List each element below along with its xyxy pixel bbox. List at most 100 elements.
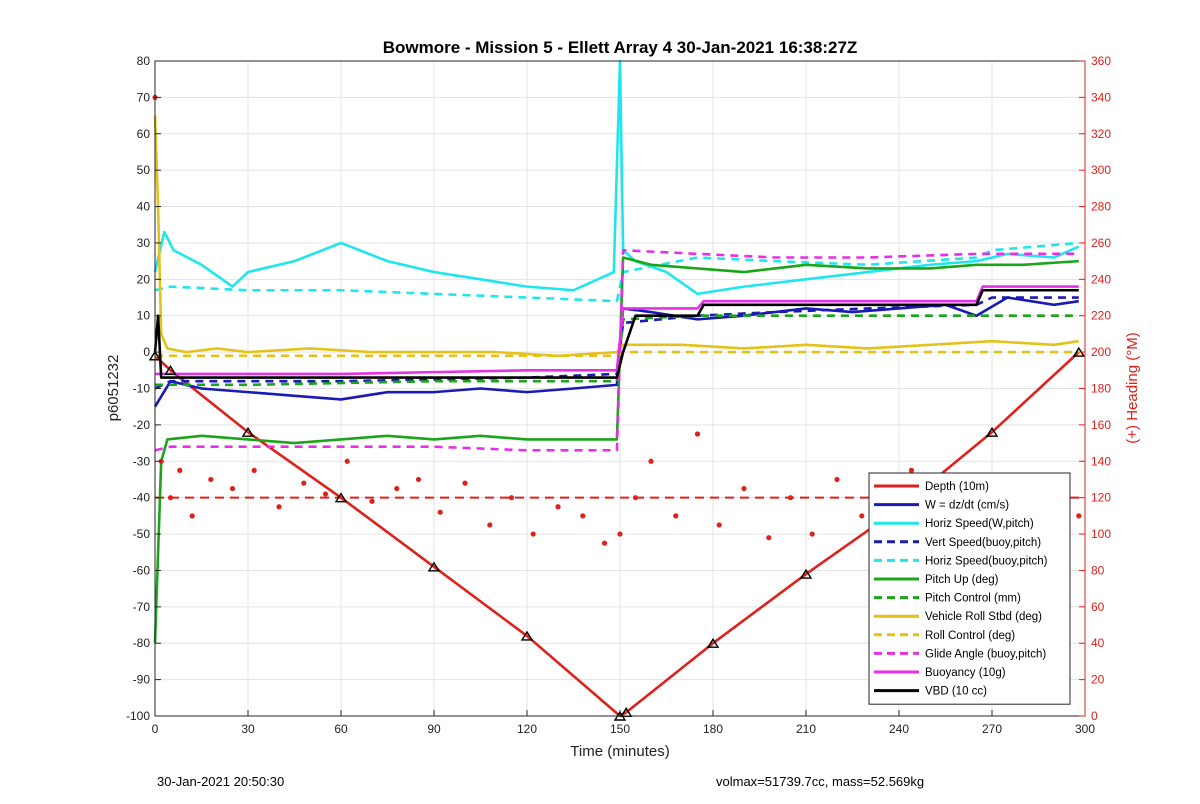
- y2-tick-label: 280: [1091, 200, 1111, 214]
- series-line-vehicle-roll-stbd-deg: [153, 115, 1079, 358]
- y2-tick-label: 180: [1091, 382, 1111, 396]
- series-point-heading-m: [322, 491, 329, 497]
- series-point-heading-m: [508, 495, 515, 501]
- series-line-roll-control-deg: [155, 350, 1079, 358]
- y2-tick-label: 200: [1091, 345, 1111, 359]
- legend-entry: Horiz Speed(buoy,pitch): [925, 555, 1048, 567]
- legend-entry: Horiz Speed(W,pitch): [925, 518, 1034, 530]
- series-point-heading-m: [229, 485, 236, 492]
- y2-tick-label: 120: [1091, 491, 1111, 505]
- tick-layer: 0 30 60 90 120 150 180 210 240 270 300-100-90-80-7…: [126, 54, 1111, 736]
- y2-tick-label: 60: [1091, 600, 1105, 614]
- legend: Depth (10m) W = dz/dt (cm/s) Horiz Speed(W…: [868, 472, 1071, 705]
- depth-marker: [799, 568, 813, 579]
- y2-tick-label: 340: [1091, 90, 1111, 104]
- y2-tick-label: 320: [1091, 127, 1111, 141]
- y2-tick-label: 0: [1091, 709, 1098, 723]
- x-tick-label: 120: [517, 722, 537, 736]
- x-tick-label: 270: [982, 722, 1002, 736]
- y2-tick-label: 160: [1091, 418, 1111, 432]
- series-point-heading-m: [437, 509, 443, 515]
- series-point-heading-m: [648, 458, 654, 464]
- series-point-heading-m: [859, 513, 865, 519]
- series-point-heading-m: [694, 431, 701, 437]
- x-tick-label: 180: [703, 722, 723, 736]
- y-tick-label: -30: [133, 454, 151, 468]
- series-point-heading-m: [276, 504, 282, 510]
- series-point-heading-m: [251, 467, 257, 473]
- series-point-heading-m: [415, 476, 422, 483]
- legend-entry: Vehicle Roll Stbd (deg): [925, 611, 1042, 623]
- depth-marker: [427, 561, 441, 572]
- series-line-horiz-speed-buoy-pitch: [154, 241, 1079, 303]
- series-line-buoyancy-10g: [155, 285, 1079, 376]
- legend-entry: Glide Angle (buoy,pitch): [925, 648, 1046, 660]
- x-axis-label: Time (minutes): [570, 743, 669, 760]
- series-point-heading-m: [766, 535, 772, 541]
- legend-entry: Roll Control (deg): [925, 630, 1015, 642]
- x-tick-label: 240: [889, 722, 909, 736]
- series-point-heading-m: [809, 531, 815, 537]
- series-point-heading-m: [487, 522, 493, 528]
- x-tick-label: 210: [796, 722, 816, 736]
- legend-entry: Depth (10m): [925, 481, 989, 493]
- series-point-heading-m: [1076, 513, 1082, 519]
- y-tick-label: -60: [133, 563, 151, 577]
- y-axis-label: p6051232: [105, 355, 122, 422]
- x-tick-label: 0: [152, 722, 159, 736]
- y-tick-label: 40: [137, 200, 151, 214]
- depth-marker: [334, 492, 348, 503]
- y2-tick-label: 40: [1091, 636, 1105, 650]
- legend-box: [868, 472, 1071, 705]
- legend-entry: VBD (10 cc): [925, 686, 987, 698]
- y-tick-label: 0: [143, 345, 150, 359]
- series-point-heading-m: [530, 531, 536, 537]
- chart-title: Bowmore - Mission 5 - Ellett Array 4 30-…: [383, 38, 858, 57]
- y-tick-label: 10: [137, 309, 151, 323]
- series-point-heading-m: [189, 513, 195, 519]
- legend-entry: W = dz/dt (cm/s): [925, 500, 1009, 512]
- y2-tick-label: 20: [1091, 673, 1105, 687]
- series-point-heading-m: [158, 458, 164, 464]
- series-line-vbd-10-cc: [153, 288, 1079, 379]
- y-tick-label: 30: [137, 236, 151, 250]
- y-tick-label: -80: [133, 636, 151, 650]
- legend-entry: Vert Speed(buoy,pitch): [925, 537, 1041, 549]
- x-tick-label: 30: [241, 722, 255, 736]
- series-point-heading-m: [462, 480, 468, 486]
- y2-tick-label: 220: [1091, 309, 1111, 323]
- legend-entry: Pitch Control (mm): [925, 593, 1021, 605]
- y-tick-label: -40: [133, 491, 151, 505]
- series-point-heading-m: [394, 485, 400, 492]
- footer-timestamp: 30-Jan-2021 20:50:30: [157, 774, 285, 789]
- legend-entry: Buoyancy (10g): [925, 667, 1006, 679]
- y2-tick-label: 140: [1091, 454, 1111, 468]
- x-tick-label: 300: [1075, 722, 1095, 736]
- y-tick-label: -50: [133, 527, 151, 541]
- series-line-pitch-up-deg: [153, 256, 1079, 644]
- depth-marker: [241, 426, 255, 437]
- series-point-heading-m: [601, 540, 608, 546]
- series-point-heading-m: [555, 504, 561, 510]
- series-point-heading-m: [301, 480, 307, 486]
- series-point-heading-m: [369, 498, 375, 504]
- y-tick-label: 60: [137, 127, 151, 141]
- y2-tick-label: 300: [1091, 163, 1111, 177]
- series-point-heading-m: [177, 467, 183, 473]
- y2-tick-label: 240: [1091, 272, 1111, 286]
- x-tick-label: 90: [427, 722, 441, 736]
- y2-tick-label: 260: [1091, 236, 1111, 250]
- series-point-heading-m: [580, 513, 586, 519]
- series-point-heading-m: [741, 485, 747, 492]
- series-point-heading-m: [716, 522, 722, 528]
- series-point-heading-m: [208, 476, 214, 483]
- y2-tick-label: 100: [1091, 527, 1111, 541]
- series-point-heading-m: [632, 495, 639, 501]
- y-tick-label: -70: [133, 600, 151, 614]
- y-tick-label: 50: [137, 163, 151, 177]
- series-point-heading-m: [908, 467, 915, 473]
- depth-marker: [164, 364, 177, 376]
- depth-marker: [985, 426, 999, 437]
- y-tick-label: -100: [126, 709, 150, 723]
- x-tick-label: 150: [610, 722, 630, 736]
